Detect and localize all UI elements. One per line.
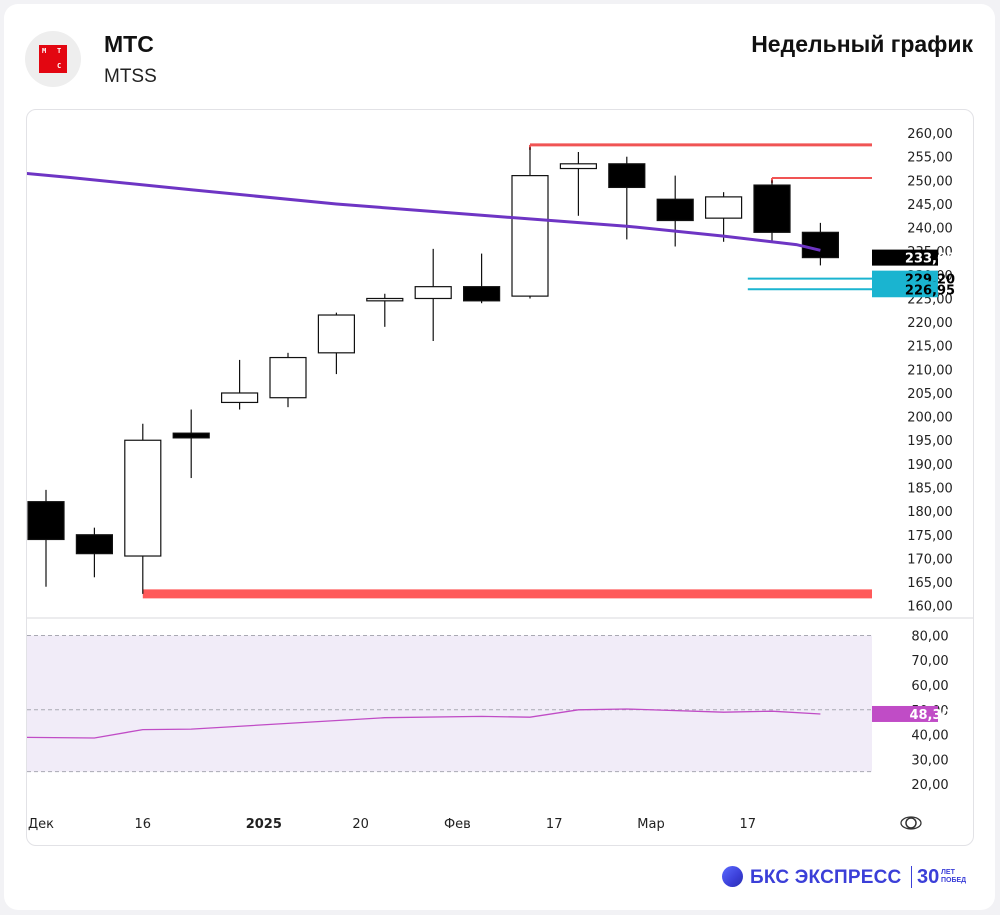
candle-body bbox=[317, 314, 355, 354]
price-chart[interactable]: 160,00 165,00 170,00 175,00 180,00 185,00 190,… bbox=[27, 110, 973, 845]
rsi-tick-label: 80,00 bbox=[911, 629, 948, 644]
rsi-tick-label: 30,00 bbox=[911, 753, 948, 768]
company-name: МТС bbox=[104, 31, 154, 57]
price-tick-label: 175,00 bbox=[907, 529, 953, 544]
price-tick-label: 195,00 bbox=[907, 434, 953, 449]
logo-letter-t: Т bbox=[57, 47, 62, 55]
candle-body bbox=[801, 231, 840, 259]
price-tick-label: 250,00 bbox=[907, 174, 953, 189]
mts-logo-mark: М Т С bbox=[39, 45, 67, 73]
brand-name: БКС ЭКСПРЕСС bbox=[750, 867, 902, 888]
candle-body bbox=[559, 163, 598, 170]
anniversary-number: 30 bbox=[917, 866, 940, 888]
rsi-tick-label: 20,00 bbox=[911, 778, 948, 793]
price-tick-label: 245,00 bbox=[907, 198, 953, 213]
x-tick-label: Дек bbox=[28, 817, 54, 832]
rsi-line bbox=[27, 708, 821, 739]
candle-body bbox=[269, 356, 307, 399]
rsi-label-bg bbox=[872, 705, 938, 722]
chart-title: Недельный график bbox=[751, 31, 973, 57]
rsi-tick-label: 40,00 bbox=[911, 729, 948, 744]
candle-body bbox=[704, 196, 743, 219]
x-tick-label: 2025 bbox=[246, 817, 282, 832]
mts-logo: М Т С bbox=[25, 31, 81, 87]
rsi-band bbox=[27, 635, 872, 772]
candle-body bbox=[656, 198, 694, 222]
x-tick-label: 17 bbox=[740, 817, 757, 832]
x-tick-label: 16 bbox=[135, 817, 152, 832]
price-tick-label: 205,00 bbox=[907, 387, 953, 402]
x-tick-label: Мар bbox=[637, 817, 664, 832]
anniversary-line-2: ПОБЕД bbox=[941, 877, 967, 884]
rsi-tick-label: 70,00 bbox=[911, 654, 948, 669]
price-tick-label: 200,00 bbox=[907, 411, 953, 426]
price-tick-label: 240,00 bbox=[907, 222, 953, 237]
candle-body bbox=[124, 439, 162, 557]
moving-average-line bbox=[27, 172, 821, 252]
logo-letter-s: С bbox=[57, 62, 62, 70]
rsi-tick-label: 60,00 bbox=[911, 679, 948, 694]
candle-body bbox=[463, 286, 501, 302]
candle-body bbox=[366, 297, 404, 302]
price-tick-label: 215,00 bbox=[907, 340, 953, 355]
candle-body bbox=[221, 392, 259, 404]
price-tick-label: 255,00 bbox=[907, 151, 953, 166]
logo-letter-m: М bbox=[42, 47, 47, 55]
price-tick-label: 190,00 bbox=[907, 458, 953, 473]
price-label-bg bbox=[872, 249, 938, 266]
price-tick-label: 220,00 bbox=[907, 316, 953, 331]
price-tick-label: 260,00 bbox=[907, 127, 953, 142]
x-tick-label: 17 bbox=[546, 817, 563, 832]
ticker-symbol: MTSS bbox=[104, 66, 157, 87]
anniversary-line-1: ЛЕТ bbox=[941, 869, 955, 876]
brand-divider bbox=[911, 866, 912, 888]
brand-footer: БКС ЭКСПРЕСС 30 ЛЕТ ПОБЕД bbox=[722, 864, 972, 890]
price-tick-label: 170,00 bbox=[907, 552, 953, 567]
x-tick-label: Фев bbox=[444, 817, 471, 832]
price-label-0: 233,65 bbox=[905, 252, 955, 267]
candle-body bbox=[511, 175, 549, 297]
candle-body bbox=[414, 286, 452, 300]
candle-body bbox=[172, 432, 210, 439]
chart-panel[interactable]: 160,00 165,00 170,00 175,00 180,00 185,00 190,… bbox=[26, 109, 974, 846]
price-tick-label: 210,00 bbox=[907, 363, 953, 378]
candle-body bbox=[608, 163, 646, 189]
price-tick-label: 185,00 bbox=[907, 482, 953, 497]
price-tick-label: 165,00 bbox=[907, 576, 953, 591]
settings-icon[interactable] bbox=[900, 816, 922, 830]
candle-body bbox=[753, 184, 791, 233]
bks-logo-icon bbox=[722, 866, 743, 887]
price-label-2: 226,95 bbox=[905, 283, 955, 298]
x-tick-label: 20 bbox=[352, 817, 369, 832]
price-label-bg bbox=[872, 281, 938, 298]
price-tick-label: 160,00 bbox=[907, 600, 953, 615]
candle-body bbox=[27, 501, 65, 541]
candle-body bbox=[75, 534, 114, 555]
price-tick-label: 180,00 bbox=[907, 505, 953, 520]
rsi-last-label: 48,30 bbox=[909, 708, 950, 723]
